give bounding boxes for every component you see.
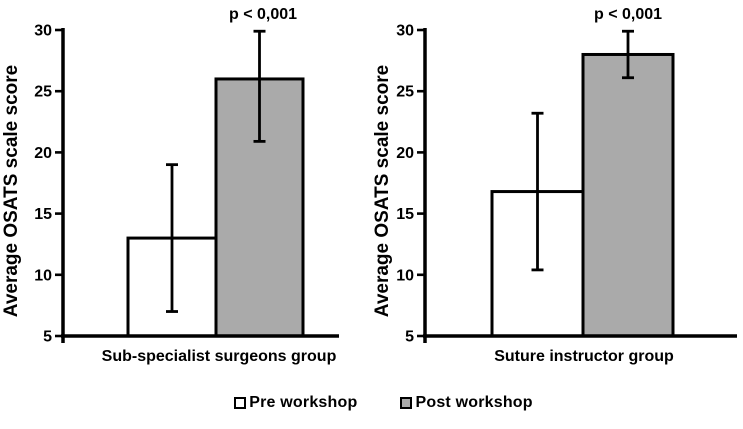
legend-label-pre-workshop: Pre workshop	[249, 394, 358, 411]
legend-label-post-workshop: Post workshop	[415, 394, 533, 411]
y-tick-label-15: 15	[34, 206, 52, 223]
y-tick-label-30: 30	[34, 23, 52, 40]
y-tick-label-5: 5	[405, 329, 414, 346]
y-tick-label-5: 5	[43, 329, 52, 346]
charts-row: 5 10 15 20 25 30 p < 0,001 Sub-specialist surge…	[1, 6, 737, 365]
y-tick-label-10: 10	[396, 267, 414, 284]
chart-sub-specialist-surgeons-group: 5 10 15 20 25 30 p < 0,001 Sub-specialist surge…	[1, 6, 339, 365]
pre-workshop-swatch-icon	[234, 397, 247, 409]
legend-item-pre-workshop: Pre workshop	[234, 394, 357, 412]
post-workshop-swatch-icon	[400, 397, 413, 409]
y-tick-label-20: 20	[396, 145, 414, 162]
chart-legend: Pre workshop Post workshop	[0, 394, 743, 412]
y-tick-label-25: 25	[34, 84, 52, 101]
y-axis-label: Average OSATS scale score	[1, 65, 22, 317]
p-value-annotation: p < 0,001	[229, 6, 297, 23]
y-tick-label-15: 15	[396, 206, 414, 223]
legend-item-post-workshop: Post workshop	[400, 394, 533, 412]
y-tick-label-25: 25	[396, 84, 414, 101]
x-axis-label: Suture instructor group	[494, 348, 674, 365]
y-axis-label: Average OSATS scale score	[372, 65, 393, 317]
y-tick-label-30: 30	[396, 23, 414, 40]
bar-post-workshop	[581, 52, 675, 338]
chart-suture-instructor-group: 5 10 15 20 25 30 p < 0,001 Suture instructor gr…	[372, 6, 737, 365]
x-axis-label: Sub-specialist surgeons group	[102, 348, 337, 365]
y-tick-label-20: 20	[34, 145, 52, 162]
p-value-annotation: p < 0,001	[594, 6, 662, 23]
y-tick-label-10: 10	[34, 267, 52, 284]
